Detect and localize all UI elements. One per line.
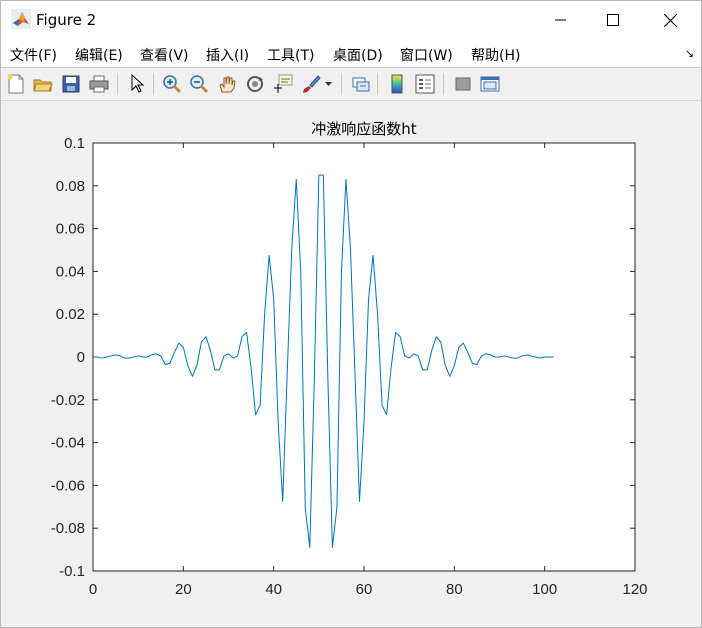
maximize-button[interactable] (590, 1, 636, 39)
minimize-icon (555, 19, 566, 21)
menu-window[interactable]: 窗口(W) (400, 48, 453, 64)
x-tick-label: 0 (89, 581, 97, 598)
data-cursor-icon[interactable] (271, 72, 295, 96)
x-tick-label: 20 (175, 581, 192, 598)
zoom-in-icon[interactable] (160, 72, 184, 96)
link-plot-icon[interactable] (349, 72, 373, 96)
window-title: Figure 2 (36, 11, 97, 29)
x-axis: 0 20 40 60 80 100 120 (89, 143, 648, 598)
open-file-icon[interactable] (31, 72, 55, 96)
print-icon[interactable] (87, 72, 111, 96)
matlab-logo-icon (11, 9, 31, 29)
save-icon[interactable] (59, 72, 83, 96)
y-tick-label: 0.1 (64, 135, 85, 152)
show-plot-tools-icon[interactable] (478, 72, 502, 96)
zoom-out-icon[interactable] (187, 72, 211, 96)
x-tick-label: 40 (265, 581, 282, 598)
new-figure-icon[interactable] (4, 72, 28, 96)
hide-plot-tools-icon[interactable] (451, 72, 475, 96)
chart-title: 冲激响应函数ht (311, 120, 417, 138)
x-tick-label: 60 (356, 581, 373, 598)
menu-help[interactable]: 帮助(H) (471, 48, 521, 64)
menu-bar: 文件(F) 编辑(E) 查看(V) 插入(I) 工具(T) 桌面(D) 窗口(W… (1, 39, 701, 68)
toolbar-separator (153, 73, 154, 95)
y-tick-label: 0.06 (56, 221, 85, 238)
y-tick-label: -0.02 (51, 392, 85, 409)
pan-hand-icon[interactable] (215, 72, 239, 96)
y-tick-label: 0.04 (56, 263, 85, 280)
maximize-icon (607, 14, 619, 26)
y-tick-label: 0 (77, 349, 85, 366)
menu-edit[interactable]: 编辑(E) (75, 48, 123, 64)
menu-desktop[interactable]: 桌面(D) (333, 48, 383, 64)
brush-dropdown-arrow-icon[interactable] (323, 72, 335, 96)
x-tick-label: 120 (622, 581, 647, 598)
x-tick-label: 100 (532, 581, 557, 598)
undock-arrow-icon[interactable]: ↘ (684, 47, 694, 60)
plot-svg: 冲激响应函数ht 0 20 40 60 80 100 120 -0.1-0.08-0.06-… (51, 120, 648, 598)
brush-icon[interactable] (299, 72, 323, 96)
menu-insert[interactable]: 插入(I) (206, 48, 250, 64)
edit-plot-arrow-icon[interactable] (125, 72, 149, 96)
close-icon (663, 13, 677, 27)
x-tick-label: 80 (446, 581, 463, 598)
toolbar-separator (341, 73, 342, 95)
colorbar-icon[interactable] (385, 72, 409, 96)
figure-toolbar (1, 68, 701, 101)
y-tick-label: 0.02 (56, 306, 85, 323)
legend-icon[interactable] (413, 72, 437, 96)
y-tick-label: 0.08 (56, 178, 85, 195)
y-tick-label: -0.1 (59, 563, 85, 580)
series-line (93, 174, 554, 548)
series-group (93, 174, 554, 548)
rotate-3d-icon[interactable] (243, 72, 267, 96)
y-tick-label: -0.06 (51, 477, 85, 494)
toolbar-separator (443, 73, 444, 95)
figure-canvas: 冲激响应函数ht 0 20 40 60 80 100 120 -0.1 -0.08 -0.06-… (1, 101, 701, 627)
y-axis: -0.1 -0.08 -0.06 -0.04 -0.02 0 0.02 0.04 0.06 0.0… (51, 135, 635, 580)
menu-tools[interactable]: 工具(T) (267, 48, 315, 64)
minimize-button[interactable] (538, 1, 584, 39)
menu-view[interactable]: 查看(V) (140, 48, 189, 64)
y-tick-label: -0.08 (51, 520, 85, 537)
menu-file[interactable]: 文件(F) (10, 48, 57, 64)
title-bar: Figure 2 (1, 1, 701, 39)
y-tick-label: -0.04 (51, 435, 85, 452)
close-button[interactable] (647, 1, 693, 39)
toolbar-separator (377, 73, 378, 95)
toolbar-separator (117, 73, 118, 95)
